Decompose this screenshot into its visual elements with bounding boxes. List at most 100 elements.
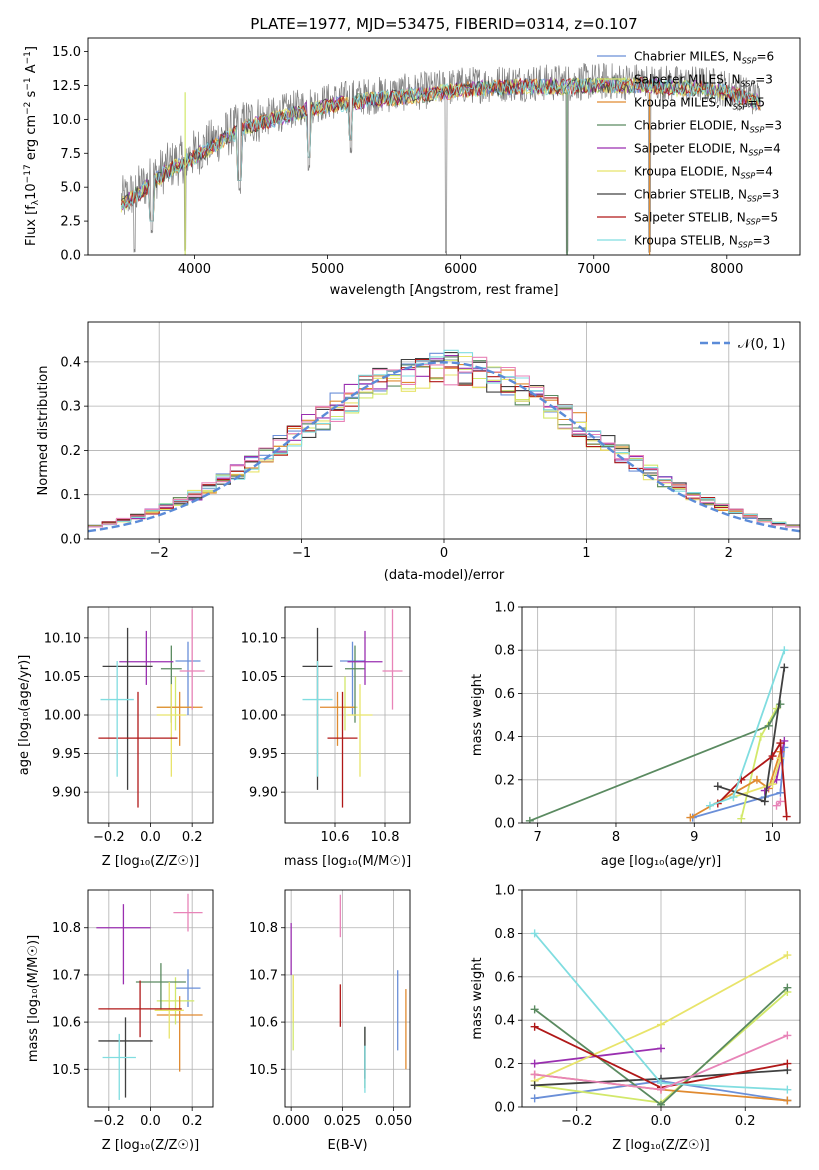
legend-label-count: =4 [763, 142, 781, 156]
y-tick-label: 1.0 [494, 884, 515, 899]
weight-marker [782, 812, 791, 821]
y-tick-label: 9.95 [52, 747, 81, 762]
plot-area [302, 609, 403, 808]
y-axis-label-part: −17 [23, 164, 33, 183]
y-axis-label-part: −1 [23, 51, 33, 64]
y-axis-label-part: A [24, 64, 39, 77]
y-tick-label: 0.4 [494, 730, 515, 745]
model-spectrum-line [120, 77, 761, 222]
y-tick-label: 1.0 [494, 601, 515, 616]
y-axis-label-part: −1 [23, 77, 33, 90]
x-tick-label: 0.000 [273, 1114, 310, 1129]
weight-marker [776, 754, 785, 763]
y-tick-label: 9.90 [249, 786, 278, 801]
y-tick-label: 0.0 [494, 1101, 515, 1116]
z-weight-panel: −0.2 0.0 0.2 0.0 0.2 0.4 0.6 0.8 1.0 Z [log₁₀(Z/Z… [470, 884, 801, 1153]
weight-marker [530, 1094, 539, 1103]
legend-label-text: Kroupa MILES, N [634, 96, 733, 110]
legend-label-text: Kroupa ELODIE, N [634, 165, 741, 179]
axes-frame [284, 889, 411, 1108]
legend-label-count: =3 [762, 188, 780, 202]
legend-label-text: Chabrier ELODIE, N [634, 119, 750, 133]
weight-marker [530, 1070, 539, 1079]
weight-marker [752, 775, 761, 784]
plot-area [120, 62, 761, 255]
plot-area [98, 609, 205, 808]
spectrum-panel: 4000 5000 6000 7000 8000 0.0 2.5 5.0 7.5 10.0 12.5… [23, 15, 801, 298]
x-tick-label: −2 [150, 546, 169, 561]
y-axis-label-part: erg cm [24, 115, 39, 164]
legend-label: Chabrier MILES, NSSP=6 [634, 50, 774, 66]
weight-marker [530, 1005, 539, 1014]
y-tick-label: 0.4 [494, 1014, 515, 1029]
weight-marker [530, 1081, 539, 1090]
weight-marker [756, 732, 765, 741]
y-tick-label: 0.2 [60, 444, 81, 459]
weight-marker [729, 793, 738, 802]
normal-reference-curve [88, 361, 800, 533]
weight-line [534, 1047, 662, 1065]
y-tick-label: 10.10 [44, 631, 81, 646]
x-tick-label: 8000 [710, 262, 743, 277]
legend-label: Kroupa MILES, NSSP=5 [634, 96, 765, 112]
weight-marker [530, 1059, 539, 1068]
weight-marker [776, 700, 785, 709]
legend-label-count: =3 [753, 234, 771, 248]
y-tick-label: 7.5 [60, 147, 81, 162]
y-tick-label: 0.0 [60, 533, 81, 548]
y-tick-label: 10.10 [241, 631, 278, 646]
plot-area [530, 929, 792, 1107]
x-tick-label: 0.0 [140, 1114, 161, 1129]
legend-label-text: Salpeter MILES, N [634, 73, 741, 87]
legend-label: Chabrier STELIB, NSSP=3 [634, 188, 779, 204]
x-tick-label: 9 [690, 830, 698, 845]
legend-label-count: =3 [764, 119, 782, 133]
axes-frame [87, 321, 801, 540]
x-tick-label: 7 [534, 830, 542, 845]
weight-marker [783, 1031, 792, 1040]
weight-marker [783, 983, 792, 992]
y-axis-label-part: −2 [23, 102, 33, 115]
y-axis-label-part: s [24, 90, 39, 101]
legend-label-sub: SSP [733, 103, 748, 112]
legend-label-count: =3 [755, 73, 773, 87]
y-tick-label: 10.0 [52, 113, 81, 128]
weight-marker [737, 814, 746, 823]
y-tick-label: 15.0 [52, 45, 81, 60]
axes-frame [87, 606, 214, 824]
weight-marker [783, 951, 792, 960]
model-spectrum-line [120, 76, 761, 222]
y-tick-label: 0.2 [494, 773, 515, 788]
y-tick-label: 10.00 [44, 709, 81, 724]
z-age-panel: −0.2 0.0 0.2 9.90 9.95 10.00 10.05 10.10 Z [log₁… [17, 606, 214, 869]
legend-label: Salpeter STELIB, NSSP=5 [634, 211, 778, 227]
y-axis-label: mass weight [470, 957, 485, 1039]
axes-frame [284, 606, 411, 824]
x-tick-label: 7000 [577, 262, 610, 277]
legend-label-count: =5 [747, 96, 765, 110]
x-tick-label: 0.2 [735, 1114, 756, 1129]
y-tick-label: 5.0 [60, 181, 81, 196]
x-tick-label: 10.8 [371, 830, 400, 845]
legend-label-text: Chabrier STELIB, N [634, 188, 747, 202]
weight-marker [780, 663, 789, 672]
weight-marker [657, 1044, 665, 1053]
axes-frame [521, 889, 801, 1108]
legend-label-text: Kroupa STELIB, N [634, 234, 738, 248]
y-tick-label: 10.7 [249, 968, 278, 983]
mass-age-panel: 10.6 10.8 9.90 9.95 10.00 10.05 10.10 mass [log… [241, 606, 411, 869]
x-axis-label: E(B-V) [327, 1138, 367, 1153]
weight-marker [783, 1096, 792, 1105]
legend-label: Salpeter ELODIE, NSSP=4 [634, 142, 781, 158]
y-tick-label: 10.5 [52, 1063, 81, 1078]
y-axis-label-part: 10 [24, 183, 39, 200]
x-axis-label: Z [log₁₀(Z/Z☉)] [612, 1138, 709, 1153]
y-tick-label: 10.8 [249, 921, 278, 936]
y-tick-label: 0.0 [494, 817, 515, 832]
legend-label-text: Salpeter STELIB, N [634, 211, 746, 225]
weight-marker [783, 1085, 792, 1094]
x-tick-label: −0.2 [93, 830, 125, 845]
weight-marker [764, 721, 773, 730]
chart-title: PLATE=1977, MJD=53475, FIBERID=0314, z=0… [250, 15, 637, 33]
legend-label-text: Chabrier MILES, N [634, 50, 742, 64]
